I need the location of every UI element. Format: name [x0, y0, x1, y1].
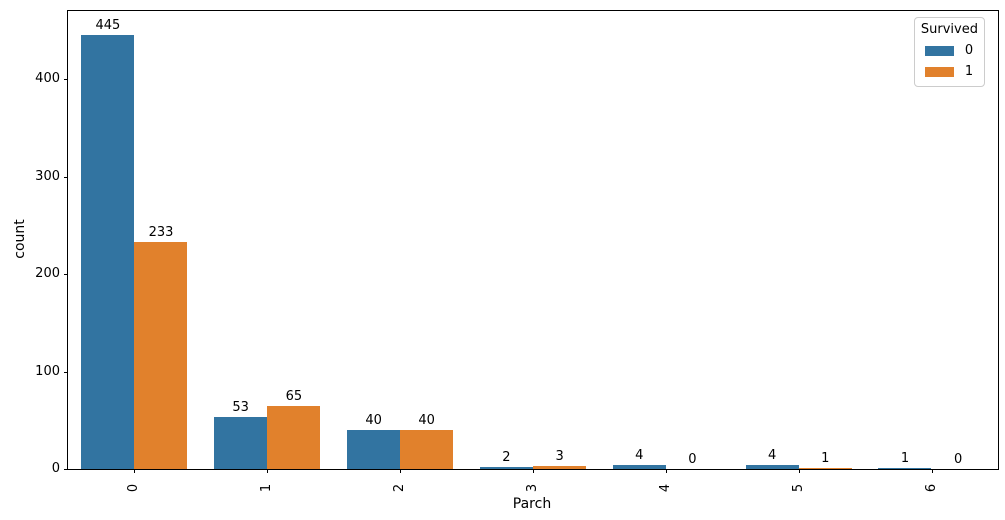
x-tick-label: 5: [790, 483, 806, 493]
bar-value-label: 53: [232, 400, 249, 416]
x-tick-label: 2: [392, 483, 408, 493]
y-tick-label: 300: [35, 168, 60, 184]
x-tick: [665, 469, 667, 473]
y-tick-label: 100: [35, 363, 60, 379]
bar-value-label: 445: [95, 18, 121, 34]
y-tick-label: 200: [35, 266, 60, 282]
bar-value-label: 2: [502, 450, 511, 466]
y-axis-label: count: [12, 219, 28, 259]
x-tick-label: 0: [126, 483, 142, 493]
x-tick: [267, 469, 269, 473]
x-tick: [400, 469, 402, 473]
bar-value-label: 0: [953, 452, 963, 467]
x-tick: [798, 469, 800, 473]
bar: [134, 241, 188, 469]
x-tick-label: 6: [923, 483, 939, 493]
bar-value-label: 0: [688, 452, 697, 467]
legend-item: 0: [924, 43, 978, 58]
bar-value-label: 1: [821, 451, 830, 466]
bar: [878, 468, 932, 469]
bar: [400, 430, 454, 469]
bar-value-label: 40: [365, 413, 382, 428]
bar: [81, 35, 135, 469]
legend-title: Survived: [920, 22, 978, 37]
bar-value-label: 4: [635, 448, 644, 464]
bar: [267, 405, 321, 469]
y-tick: [64, 79, 68, 81]
x-tick-label: 4: [657, 483, 673, 493]
legend-item: 1: [924, 64, 978, 79]
bar-value-label: 233: [148, 224, 174, 240]
x-tick: [134, 469, 136, 473]
y-tick: [64, 176, 68, 178]
legend-item-label: 0: [964, 43, 974, 58]
bar: [347, 430, 401, 469]
y-tick: [64, 469, 68, 470]
x-tick: [931, 469, 933, 473]
bar: [612, 465, 666, 469]
bar: [798, 468, 852, 469]
bar: [533, 466, 587, 469]
legend-swatch: [924, 67, 954, 77]
bar: [745, 465, 799, 469]
y-tick-label: 0: [51, 461, 60, 476]
x-tick: [533, 469, 534, 473]
bar-value-label: 3: [555, 449, 564, 465]
legend-item-label: 1: [964, 64, 974, 79]
y-tick: [64, 274, 68, 276]
x-axis-label: Parch: [512, 496, 552, 512]
x-tick-label: 1: [259, 483, 275, 493]
bar-value-label: 4: [767, 448, 777, 464]
bar-value-label: 1: [900, 451, 910, 466]
bar-value-label: 65: [285, 388, 303, 404]
y-tick: [64, 371, 68, 373]
y-tick-label: 400: [35, 71, 60, 87]
bar: [214, 417, 268, 469]
bar: [479, 467, 533, 469]
bar-value-label: 40: [418, 413, 435, 428]
legend-swatch: [924, 46, 954, 56]
plot-area: 445 233 53 65 40 40 2 3 4 0 4 1 1 0 0 1 2 3 4 5 6 0 100 200 300…: [35, 10, 999, 492]
